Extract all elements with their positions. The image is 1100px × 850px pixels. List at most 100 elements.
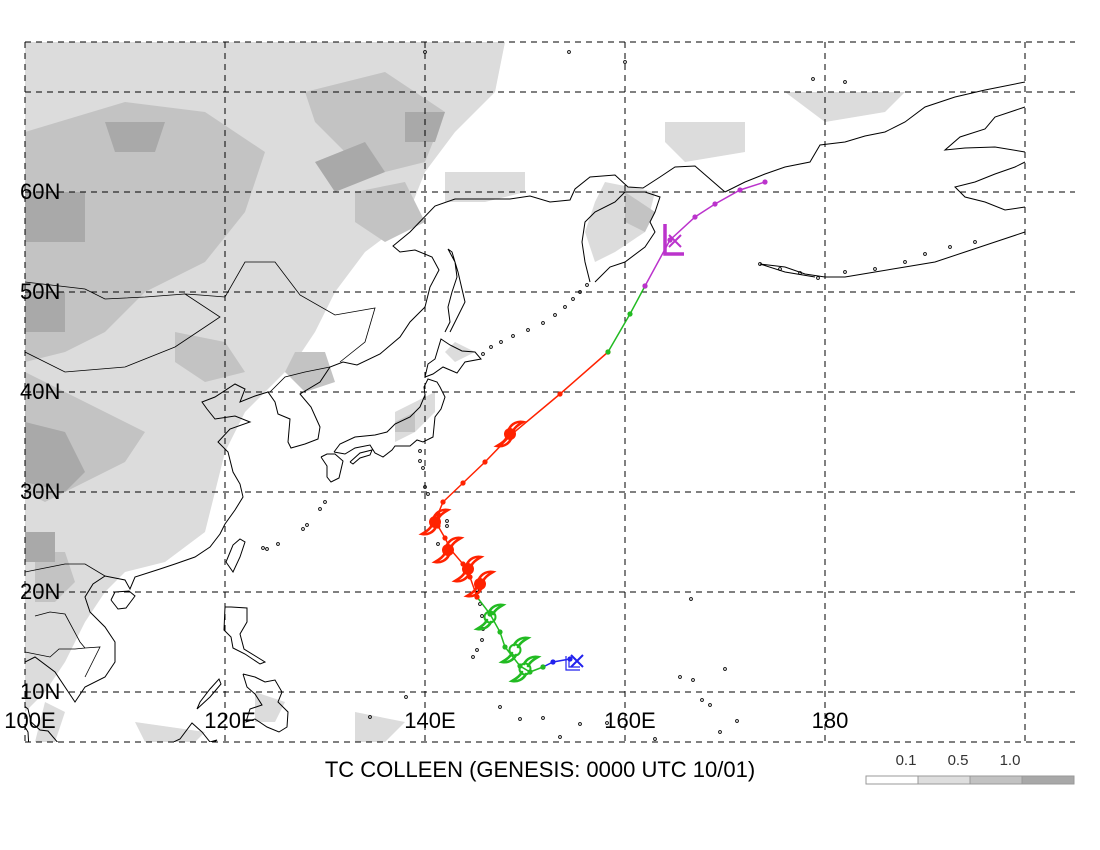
- coastline: [759, 231, 1026, 278]
- terrain-light-patch: [785, 92, 905, 122]
- island: [368, 715, 372, 719]
- track-point: [482, 459, 488, 465]
- track-point: [642, 283, 648, 289]
- island: [426, 492, 430, 496]
- lat-tick-label: 10N: [20, 679, 60, 704]
- island: [778, 267, 782, 271]
- island: [678, 675, 682, 679]
- island: [691, 678, 695, 682]
- coastline: [225, 538, 246, 573]
- terrain-mid-patch: [25, 102, 265, 362]
- island: [903, 260, 907, 264]
- coastline: [25, 662, 58, 742]
- typhoon-symbol: [493, 420, 527, 448]
- island: [811, 77, 815, 81]
- terrain-mid-patch: [175, 332, 245, 382]
- tropical-storm-symbol: [498, 636, 532, 664]
- typhoon-symbol: [451, 555, 485, 583]
- coastline: [333, 378, 446, 458]
- lon-tick-label: 160E: [604, 708, 655, 733]
- island: [563, 305, 567, 309]
- lat-lon-grid: [24, 41, 1075, 743]
- island: [623, 60, 627, 64]
- island: [436, 542, 440, 546]
- border-line: [25, 281, 186, 300]
- tropical-storm-symbol: [508, 655, 542, 683]
- island: [923, 252, 927, 256]
- genesis-marker: [565, 654, 584, 671]
- island: [526, 328, 530, 332]
- terrain-dark-patch: [315, 142, 385, 192]
- island: [558, 735, 562, 739]
- chart-title-text: TC COLLEEN (GENESIS: 0000 UTC 10/01): [324, 757, 756, 782]
- island: [605, 721, 609, 725]
- island: [948, 245, 952, 249]
- coastline: [223, 606, 267, 665]
- island: [499, 340, 503, 344]
- terrain-light-patch: [255, 692, 285, 722]
- coastline: [349, 449, 373, 465]
- island: [445, 519, 449, 523]
- coastline: [335, 796, 505, 850]
- track-point: [627, 311, 633, 317]
- lat-tick-label: 40N: [20, 379, 60, 404]
- border-line: [25, 261, 376, 373]
- terrain-mid-patch: [625, 192, 655, 232]
- coastlines: [25, 50, 1026, 850]
- terrain-dark-patch: [405, 112, 445, 142]
- lat-tick-label: 30N: [20, 479, 60, 504]
- island: [798, 271, 802, 275]
- terrain-mid-patch: [35, 552, 75, 602]
- island: [653, 737, 657, 741]
- terrain-mid-patch: [355, 182, 425, 242]
- lon-tick-label: 140E: [404, 708, 455, 733]
- track-point: [550, 659, 556, 665]
- island: [816, 276, 820, 280]
- terrain-shading: [25, 42, 905, 742]
- island: [843, 270, 847, 274]
- coastline: [25, 81, 1026, 703]
- island: [553, 313, 557, 317]
- lon-tick-label: 100E: [4, 708, 55, 733]
- terrain-light-patch: [35, 702, 65, 742]
- storm-track: [418, 179, 768, 683]
- track-point: [460, 480, 466, 486]
- coastline: [954, 161, 1026, 211]
- legend: 0.1 0.5 1.0: [865, 752, 1075, 785]
- island: [689, 597, 693, 601]
- lon-tick-label: 180: [812, 708, 849, 733]
- island: [323, 500, 327, 504]
- island: [541, 716, 545, 720]
- island: [498, 705, 502, 709]
- border-line: [269, 366, 331, 393]
- terrain-dark-patch: [25, 292, 65, 332]
- typhoon-symbol: [463, 570, 497, 598]
- island: [567, 50, 571, 54]
- legend-tick-label: 0.1: [896, 752, 917, 769]
- terrain-light-patch: [445, 342, 475, 362]
- typhoon-symbol: [418, 508, 452, 536]
- terrain-dark-patch: [105, 122, 165, 152]
- island: [318, 507, 322, 511]
- track-point: [692, 214, 698, 220]
- coastline: [172, 722, 218, 742]
- island: [480, 614, 484, 618]
- coastline: [444, 248, 466, 333]
- island: [578, 722, 582, 726]
- coastline: [943, 106, 1026, 153]
- chart-title: TC COLLEEN (GENESIS: 0000 UTC 10/01): [0, 757, 1100, 783]
- island: [480, 638, 484, 642]
- island: [481, 352, 485, 356]
- track-point: [440, 499, 446, 505]
- lat-tick-label: 50N: [20, 279, 60, 304]
- island: [404, 695, 408, 699]
- island: [723, 667, 727, 671]
- coastline: [320, 453, 344, 483]
- island: [700, 698, 704, 702]
- terrain-light-patch: [355, 712, 405, 742]
- track-point: [540, 664, 546, 670]
- extratropical-marker: [663, 224, 684, 256]
- island: [478, 602, 482, 606]
- island: [843, 80, 847, 84]
- typhoon-symbol: [431, 536, 465, 564]
